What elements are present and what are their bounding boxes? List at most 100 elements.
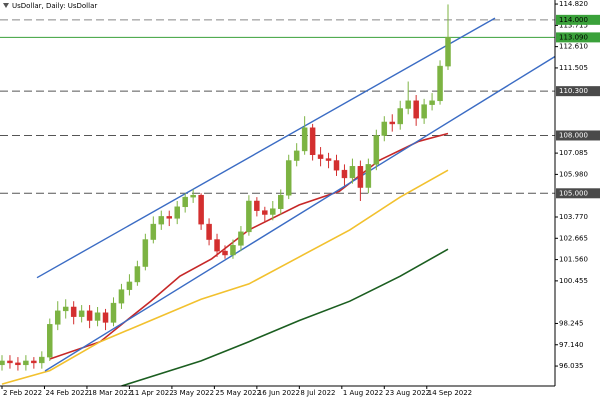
candle-body xyxy=(246,200,252,233)
x-tick-label: 2 Feb 2022 xyxy=(3,389,42,397)
candle-body xyxy=(397,108,403,125)
x-tick-label: 16 Jun 2022 xyxy=(258,389,300,397)
candle-body xyxy=(214,239,220,252)
candle-body xyxy=(222,250,228,256)
x-tick-label: 11 Apr 2022 xyxy=(130,389,173,397)
candle-body xyxy=(278,194,284,209)
x-tick-label: 3 May 2022 xyxy=(173,389,214,397)
candle-body xyxy=(293,150,300,161)
level-label-bg xyxy=(556,188,600,199)
candle-body xyxy=(86,310,93,321)
candle-body xyxy=(429,100,435,105)
moving-average xyxy=(121,248,449,386)
candle-body xyxy=(174,206,180,219)
candle-body xyxy=(31,360,37,364)
candle-body xyxy=(7,360,13,364)
level-label: 105.000 xyxy=(559,189,588,197)
chart-title: UsDollar, Daily: UsDollar xyxy=(12,2,97,10)
candle-body xyxy=(126,281,133,290)
candle-body xyxy=(317,154,324,159)
candle-body xyxy=(373,135,380,165)
candle-body xyxy=(325,158,332,161)
candle-body xyxy=(102,312,109,323)
candle-body xyxy=(389,121,396,125)
y-tick-label: 107.085 xyxy=(559,149,588,157)
candle-body xyxy=(39,356,45,364)
x-tick-label: 18 Mar 2022 xyxy=(88,389,132,397)
candle-body xyxy=(142,239,149,267)
level-label: 110.300 xyxy=(559,87,588,95)
candle-body xyxy=(47,324,53,358)
trend-line xyxy=(36,17,496,279)
level-label: 113.090 xyxy=(559,33,588,41)
candle-body xyxy=(182,196,188,208)
candle-body xyxy=(0,360,5,366)
y-tick-label: 100.455 xyxy=(559,277,588,285)
candle-body xyxy=(230,245,236,256)
y-tick-label: 105.980 xyxy=(559,170,588,178)
candle-body xyxy=(254,200,260,211)
y-tick-label: 97.140 xyxy=(559,341,584,349)
x-tick-label: 24 Feb 2022 xyxy=(45,389,89,397)
x-tick-label: 14 Sep 2022 xyxy=(428,389,472,397)
candle-body xyxy=(94,312,101,321)
candle-body xyxy=(15,362,21,366)
candle-body xyxy=(78,310,85,317)
candle-body xyxy=(190,194,196,198)
candle-body xyxy=(421,104,427,119)
candle-body xyxy=(349,166,356,179)
y-tick-label: 113.715 xyxy=(559,21,588,29)
y-tick-label: 98.245 xyxy=(559,319,584,327)
candle-body xyxy=(54,310,61,325)
y-tick-label: 114.820 xyxy=(559,0,588,8)
level-label-bg xyxy=(556,130,600,141)
trend-line xyxy=(44,55,555,372)
candle-body xyxy=(413,100,419,119)
x-tick-label: 23 Aug 2022 xyxy=(385,389,430,397)
plot-area xyxy=(0,4,555,386)
candle-body xyxy=(333,160,340,171)
candle-body xyxy=(110,302,117,323)
candle-body xyxy=(357,166,364,188)
candle-body xyxy=(405,100,411,109)
candle-body xyxy=(70,306,77,317)
candle-body xyxy=(118,289,125,304)
candle-body xyxy=(365,164,372,188)
candle-body xyxy=(150,223,157,240)
candle-body xyxy=(134,266,141,283)
candle-body xyxy=(270,208,276,215)
level-label-bg xyxy=(556,32,600,43)
candle-body xyxy=(23,360,29,366)
level-label-bg xyxy=(556,86,600,97)
x-tick-label: 8 Jul 2022 xyxy=(300,389,335,397)
candle-body xyxy=(437,65,443,102)
x-tick-label: 1 Aug 2022 xyxy=(343,389,383,397)
candle-body xyxy=(166,216,172,219)
x-tick-label: 25 May 2022 xyxy=(215,389,261,397)
candle-body xyxy=(62,306,69,312)
candle-body xyxy=(341,169,348,179)
y-tick-label: 112.610 xyxy=(559,43,588,51)
candle-body xyxy=(262,210,268,215)
candle-body xyxy=(309,127,316,155)
candle-body xyxy=(238,231,244,246)
candle-body xyxy=(445,36,451,67)
candle-body xyxy=(381,121,388,136)
level-label: 114.000 xyxy=(559,16,588,24)
y-tick-label: 102.665 xyxy=(559,234,588,242)
candle-body xyxy=(206,223,212,240)
y-tick-label: 111.505 xyxy=(559,64,588,72)
level-label-bg xyxy=(556,14,600,25)
candle-body xyxy=(301,127,308,152)
y-tick-label: 96.035 xyxy=(559,362,584,370)
moving-average xyxy=(1,169,449,385)
y-tick-label: 103.770 xyxy=(559,213,588,221)
candle-body xyxy=(158,216,165,225)
level-label: 108.000 xyxy=(559,131,588,139)
candle-body xyxy=(285,160,292,196)
symbol-icon xyxy=(3,3,9,8)
y-tick-label: 101.560 xyxy=(559,256,588,264)
candle-body xyxy=(198,194,204,225)
